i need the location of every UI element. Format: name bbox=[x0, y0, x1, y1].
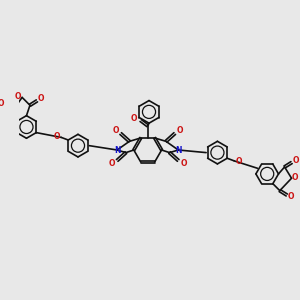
Text: O: O bbox=[109, 158, 115, 167]
Text: O: O bbox=[112, 126, 119, 135]
Text: O: O bbox=[14, 92, 21, 101]
Text: O: O bbox=[130, 114, 137, 123]
Text: O: O bbox=[235, 157, 242, 166]
Text: O: O bbox=[292, 173, 298, 182]
Text: O: O bbox=[288, 192, 294, 201]
Text: N: N bbox=[114, 146, 120, 154]
Text: O: O bbox=[292, 156, 299, 165]
Text: O: O bbox=[180, 158, 187, 167]
Text: N: N bbox=[175, 146, 182, 154]
Text: O: O bbox=[177, 126, 183, 135]
Text: O: O bbox=[54, 132, 60, 141]
Text: O: O bbox=[0, 99, 4, 108]
Text: O: O bbox=[38, 94, 44, 103]
